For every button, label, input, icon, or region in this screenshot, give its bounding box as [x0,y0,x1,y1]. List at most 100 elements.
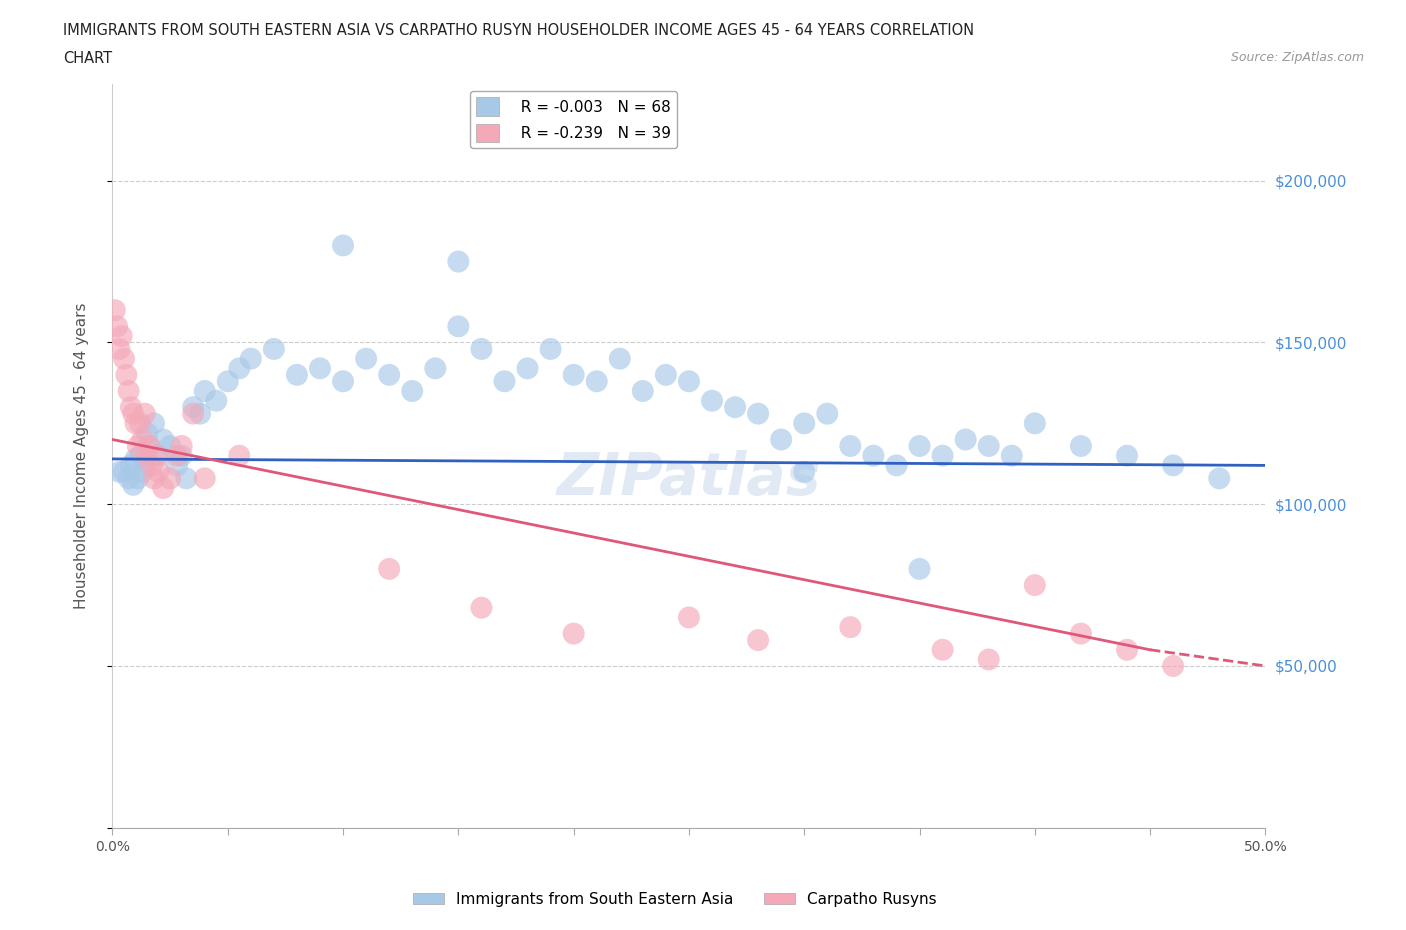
Point [1024,416,1046,431]
Point [138,439,160,454]
Point [354,352,377,366]
Point [117,471,139,485]
Point [516,361,538,376]
Point [108,341,131,356]
Point [562,626,585,641]
Point [1070,626,1092,641]
Point [129,416,152,431]
Point [447,319,470,334]
Point [181,406,204,421]
Point [862,448,884,463]
Point [425,361,447,376]
Point [129,448,152,463]
Point [205,393,228,408]
Point [134,406,156,421]
Point [112,352,135,366]
Point [143,471,166,485]
Point [166,448,188,463]
Point [145,448,167,463]
Legend: Immigrants from South Eastern Asia, Carpatho Rusyns: Immigrants from South Eastern Asia, Carp… [408,886,942,913]
Point [112,464,135,479]
Point [678,374,700,389]
Point [131,464,153,479]
Point [378,367,401,382]
Point [117,383,139,398]
Point [747,632,769,647]
Text: IMMIGRANTS FROM SOUTH EASTERN ASIA VS CARPATHO RUSYN HOUSEHOLDER INCOME AGES 45 : IMMIGRANTS FROM SOUTH EASTERN ASIA VS CA… [63,23,974,38]
Point [1070,439,1092,454]
Point [724,400,747,415]
Point [886,458,908,472]
Point [122,477,145,492]
Point [793,416,815,431]
Point [138,439,160,454]
Point [770,432,793,447]
Point [115,367,138,382]
Point [839,619,862,634]
Point [977,652,1000,667]
Point [127,439,149,454]
Point [228,448,250,463]
Point [152,481,174,496]
Point [609,352,631,366]
Point [793,464,815,479]
Point [562,367,585,382]
Point [136,426,159,441]
Point [105,319,128,334]
Point [143,416,166,431]
Point [285,367,308,382]
Point [585,374,607,389]
Point [1024,578,1046,592]
Point [678,610,700,625]
Point [239,352,262,366]
Point [1208,471,1230,485]
Point [470,341,492,356]
Text: CHART: CHART [63,51,112,66]
Point [332,238,354,253]
Point [931,448,953,463]
Point [148,464,170,479]
Point [494,374,516,389]
Point [141,458,163,472]
Point [127,471,149,485]
Point [170,448,193,463]
Point [134,458,156,472]
Legend:   R = -0.003   N = 68,   R = -0.239   N = 39: R = -0.003 N = 68, R = -0.239 N = 39 [470,91,678,149]
Point [1161,658,1184,673]
Point [131,432,153,447]
Point [631,383,654,398]
Point [174,471,197,485]
Point [181,400,204,415]
Point [194,383,217,398]
Point [839,439,862,454]
Point [447,254,470,269]
Point [540,341,562,356]
Point [217,374,239,389]
Point [908,562,931,577]
Point [309,361,332,376]
Point [1001,448,1024,463]
Point [332,374,354,389]
Point [700,393,723,408]
Point [136,448,159,463]
Point [815,406,838,421]
Point [955,432,977,447]
Point [111,328,134,343]
Point [152,432,174,447]
Point [908,439,931,454]
Text: Source: ZipAtlas.com: Source: ZipAtlas.com [1230,51,1364,64]
Point [122,406,145,421]
Point [1161,458,1184,472]
Point [401,383,423,398]
Point [188,406,211,421]
Point [228,361,250,376]
Point [655,367,678,382]
Point [194,471,217,485]
Point [148,448,170,463]
Point [931,643,953,658]
Point [170,439,193,454]
Point [120,400,142,415]
Text: ZIPatlas: ZIPatlas [557,449,821,507]
Point [470,600,492,615]
Point [104,302,127,317]
